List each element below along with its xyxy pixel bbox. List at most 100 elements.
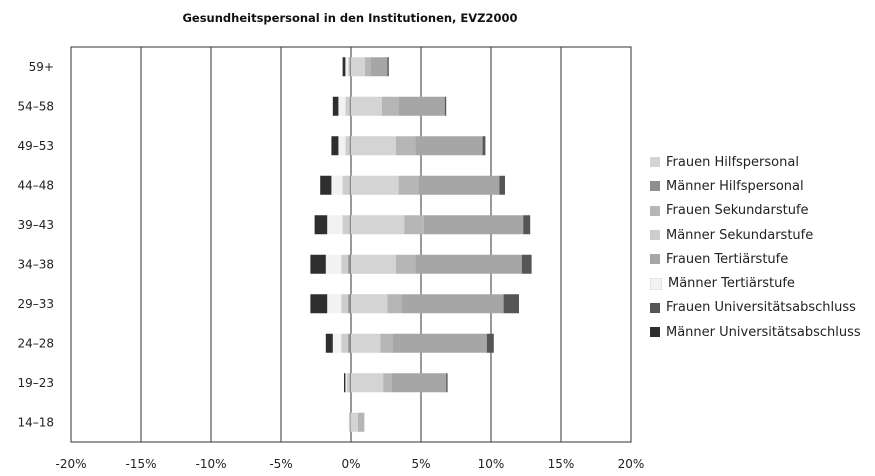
legend-item: Frauen Universitätsabschluss [650, 296, 861, 320]
bar-segment [351, 175, 399, 195]
bar-segment [348, 254, 351, 274]
bar-segment [342, 215, 350, 235]
bar-segment [482, 136, 486, 156]
y-tick-label: 49–53 [17, 139, 54, 153]
x-tick-label: 5% [411, 457, 430, 471]
chart-title: Gesundheitspersonal in den Institutionen… [182, 11, 518, 25]
x-tick-label: 10% [478, 457, 505, 471]
bar-segment [338, 96, 346, 116]
bar-segment [310, 294, 328, 314]
bar-segment [325, 333, 333, 353]
bar-segment [346, 373, 350, 393]
bar-segment [381, 96, 399, 116]
legend-label: Männer Universitätsabschluss [666, 324, 861, 340]
legend-item: Frauen Tertiärstufe [650, 247, 861, 271]
y-tick-label: 34–38 [17, 257, 54, 271]
y-tick-label: 59+ [29, 60, 54, 74]
bar-segment [349, 96, 351, 116]
bar-segment [325, 254, 342, 274]
bar-segment [391, 373, 447, 393]
bar-segment [310, 254, 326, 274]
bar-segment [370, 57, 388, 77]
bar-segment [351, 412, 358, 432]
bar-segment [398, 175, 419, 195]
bar-segment [418, 175, 500, 195]
bar-segment [383, 373, 392, 393]
bar-segment [398, 96, 445, 116]
bar-segment [351, 254, 396, 274]
x-tick-label: -20% [55, 457, 86, 471]
legend-swatch [650, 302, 660, 313]
bar-segment [349, 175, 351, 195]
x-tick-label: 0% [341, 457, 360, 471]
bar-segment [415, 136, 483, 156]
legend-swatch [650, 254, 660, 265]
legend-swatch [650, 205, 660, 216]
x-tick-label: -15% [125, 457, 156, 471]
y-tick-label: 54–58 [17, 99, 54, 113]
bar-segment [314, 215, 328, 235]
y-tick-label: 24–28 [17, 336, 54, 350]
bar-segment [332, 96, 339, 116]
bar-segment [342, 175, 350, 195]
bar-segment [380, 333, 393, 353]
bar-segment [344, 373, 346, 393]
x-tick-label: -5% [269, 457, 292, 471]
bar-segment [331, 175, 343, 195]
bar-segment [348, 57, 350, 77]
bar-segment [444, 96, 447, 116]
bar-segment [348, 412, 351, 432]
bar-segment [342, 57, 346, 77]
legend-item: Männer Sekundarstufe [650, 223, 861, 247]
legend-label: Männer Hilfspersonal [666, 178, 804, 194]
bar-segment [365, 57, 371, 77]
x-tick-label: 15% [548, 457, 575, 471]
bar-segment [521, 254, 532, 274]
bar-segment [404, 215, 424, 235]
legend-label: Frauen Hilfspersonal [666, 154, 799, 170]
bar-segment [332, 333, 342, 353]
y-tick-label: 39–43 [17, 218, 54, 232]
bar-segment [351, 373, 384, 393]
legend-swatch [650, 157, 660, 168]
bar-segment [349, 215, 351, 235]
legend-label: Männer Tertiärstufe [668, 276, 795, 292]
y-tick-label: 19–23 [17, 376, 54, 390]
bar-segment [499, 175, 505, 195]
bar-segment [363, 412, 365, 432]
bar-segment [320, 175, 332, 195]
bar-segment [341, 254, 349, 274]
legend-item: Frauen Sekundarstufe [650, 199, 861, 223]
bar-segment [338, 136, 346, 156]
bar-segment [395, 254, 416, 274]
chart-legend: Frauen Hilfspersonal Männer Hilfspersonal… [650, 150, 861, 344]
legend-swatch [650, 327, 660, 338]
x-tick-label: -10% [195, 457, 226, 471]
bar-segment [327, 215, 343, 235]
bar-segment [348, 294, 351, 314]
legend-label: Frauen Sekundarstufe [666, 203, 809, 219]
bar-segment [351, 136, 396, 156]
bar-segment [351, 96, 382, 116]
bar-segment [350, 412, 351, 432]
bar-segment [486, 333, 494, 353]
bar-segment [446, 373, 448, 393]
bar-segment [345, 373, 347, 393]
bar-segment [349, 57, 351, 77]
bar-segment [387, 294, 402, 314]
y-tick-label: 14–18 [17, 415, 54, 429]
legend-item: Männer Tertiärstufe [650, 271, 861, 295]
bar-segment [393, 333, 487, 353]
bar-segment [345, 136, 350, 156]
bar-segment [348, 333, 351, 353]
bar-segment [351, 333, 381, 353]
bar-segment [423, 215, 524, 235]
legend-item: Männer Hilfspersonal [650, 174, 861, 198]
bar-segment [523, 215, 531, 235]
legend-swatch [650, 230, 660, 241]
bar-segment [345, 96, 350, 116]
bar-segment [358, 412, 364, 432]
bar-segment [351, 294, 388, 314]
y-tick-label: 44–48 [17, 178, 54, 192]
legend-item: Männer Universitätsabschluss [650, 320, 861, 344]
